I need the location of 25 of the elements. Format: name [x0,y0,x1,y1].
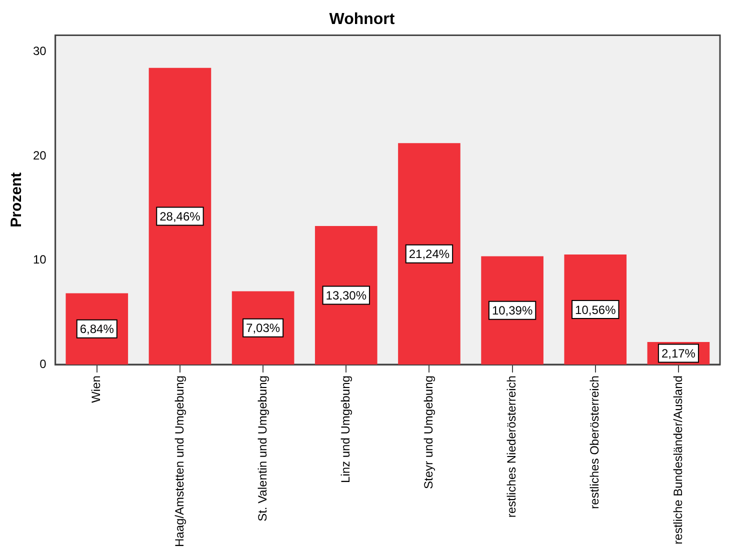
data-label: 10,39% [492,304,533,318]
data-label: 6,84% [80,322,114,336]
bar [148,68,212,365]
data-label: 13,30% [326,288,367,303]
x-tick-label: restliches Niederösterreich [504,376,519,518]
data-label: 10,56% [575,302,616,317]
data-label: 28,46% [160,210,201,224]
y-axis-title: Prozent [8,172,26,228]
x-tick-label: restliche Bundesländer/Ausland [670,376,685,544]
x-tick-label: Wien [89,376,104,403]
y-tick-label: 10 [32,252,47,267]
x-tick-label: restliches Oberösterreich [588,376,602,509]
y-tick-label: 0 [40,356,47,371]
data-label: 2,17% [661,346,696,361]
x-tick-label: Haag/Amstetten und Umgebung [172,376,186,548]
chart-title: Wohnort [329,11,396,28]
data-label: 21,24% [408,247,450,262]
x-tick-label: St. Valentin und Umgebung [255,376,270,522]
data-label: 7,03% [246,321,280,336]
y-tick-label: 20 [32,148,47,162]
bar [398,143,460,365]
bar [564,254,627,365]
x-tick-label: Linz und Umgebung [338,376,352,483]
y-tick-label: 30 [32,44,47,58]
x-tick-label: Steyr und Umgebung [422,376,436,489]
